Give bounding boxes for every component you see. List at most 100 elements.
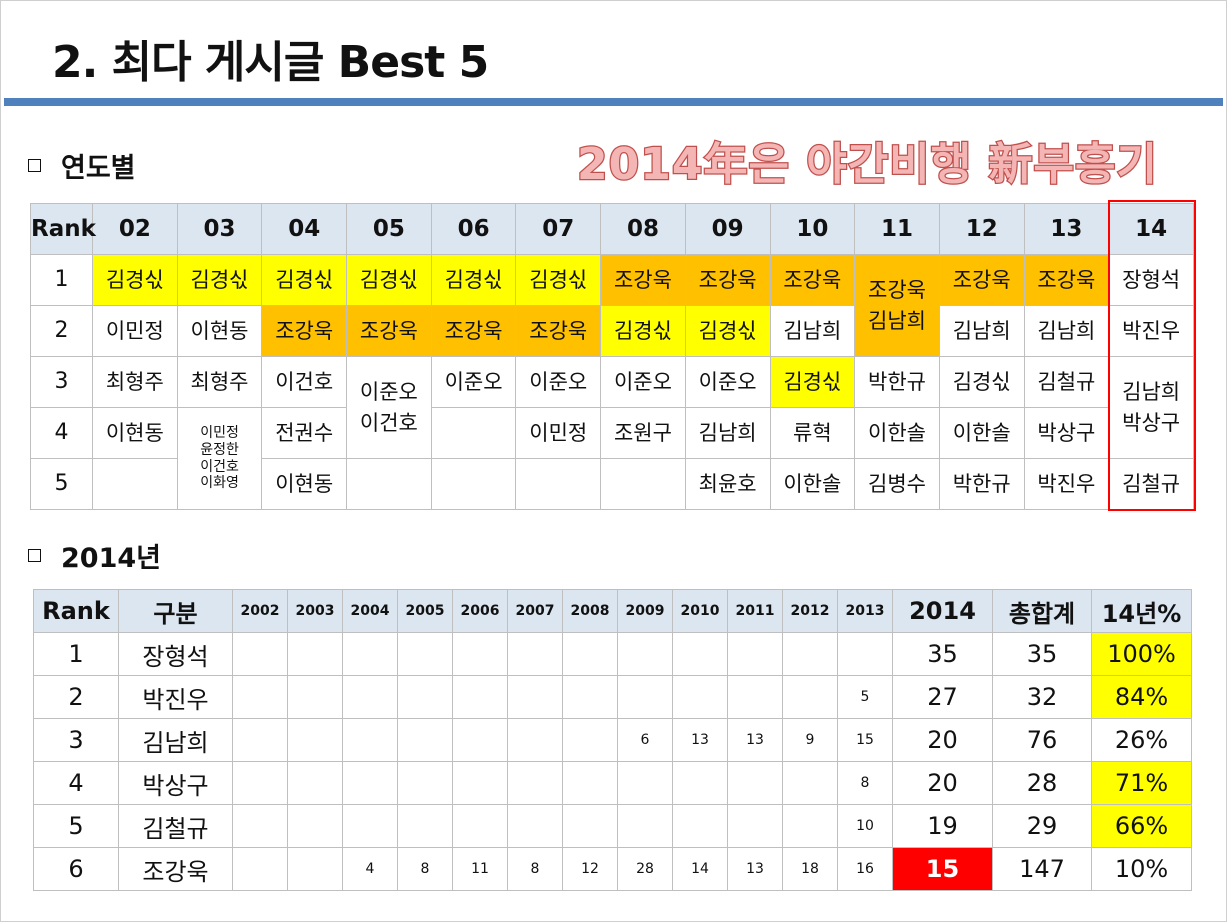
year-count-cell [397,718,453,762]
rank-cell: 1 [30,254,93,306]
year-count-cell [507,718,563,762]
table-row: 4 이현동 이민정 윤정한 이건호 이화영 전권수 이민정 조원구 김남희 류혁 이한솔 이한솔 박… [30,407,1194,510]
name-cell: 류혁 [769,407,856,459]
year-count-cell [507,804,563,848]
year-count-cell [342,804,398,848]
year-count-cell [562,632,618,676]
table-row: 3 최형주 최형주 이건호 이준오 이건호 이준오 이준오 이준오 이준오 김경싟 박한규 김경싟 김철… [30,356,1194,459]
name-cell: 김경싟 [346,254,432,306]
year-count-cell [672,761,728,805]
page-title: 2. 최다 게시글 Best 5 [52,37,489,88]
year-count-cell: 8 [837,761,893,805]
header-cell: Rank [30,203,96,255]
year-count-cell [452,632,508,676]
year-count-cell [507,761,563,805]
name-cell: 이준오 [515,356,602,408]
year-count-cell [672,632,728,676]
year-count-cell [617,632,673,676]
name-cell: 이준오 [430,356,517,408]
year-count-cell [782,675,838,719]
year-count-cell: 6 [617,718,673,762]
count-2014-cell: 35 [892,632,993,676]
name-cell: 김남희 [118,718,233,762]
name-cell: 조강욱 [600,254,686,306]
name-cell: 김경싟 [176,254,263,306]
year-count-cell [397,632,453,676]
ranking-2014-table: Rank 구분 2002 2003 2004 2005 2006 2007 2008 2009 20… [33,589,1192,891]
header-cell: 2011 [727,589,783,633]
year-count-cell [562,718,618,762]
header-cell: 2003 [287,589,343,633]
header-cell: 2012 [782,589,838,633]
name-cell: 김철규 [1023,356,1110,408]
count-2014-cell: 15 [892,847,993,891]
name-cell: 김남희 [769,305,856,357]
name-cell [430,407,517,459]
square-bullet-icon [28,159,41,172]
year-count-cell [617,675,673,719]
name-cell: 전권수 [261,407,348,459]
name-cell: 조강욱 김남희 [854,254,940,357]
name-cell: 김남희 박상구 [1108,356,1194,459]
year-count-cell [452,804,508,848]
name-cell: 김경싟 [684,305,771,357]
rank-cell: 4 [30,407,93,459]
yearly-ranking-table: Rank 02 03 04 05 06 07 08 09 10 11 12 13 14 1 김경싟 김경싟 김경… [30,203,1194,510]
table-row: 1 김경싟 김경싟 김경싟 김경싟 김경싟 김경싟 조강욱 조강욱 조강욱 조강욱 김남희 조강욱 조강… [30,254,1194,357]
table-row: 5 김철규 10 19 29 66% [33,804,1192,848]
rank-cell: 2 [30,305,93,357]
year-count-cell [287,718,343,762]
name-cell: 조강욱 [515,305,602,357]
name-cell: 이준오 [684,356,771,408]
year-count-cell [232,847,288,891]
name-cell: 이현동 [176,305,263,357]
year-count-cell [672,804,728,848]
header-cell: 2009 [617,589,673,633]
year-count-cell [727,804,783,848]
year-count-cell: 4 [342,847,398,891]
total-cell: 32 [992,675,1092,719]
name-cell: 조강욱 [1023,254,1110,306]
year-count-cell [397,675,453,719]
name-cell: 박한규 [854,356,940,408]
year-count-cell: 14 [672,847,728,891]
year-count-cell [782,761,838,805]
header-cell: 14 [1108,203,1194,255]
year-count-cell [507,675,563,719]
name-cell: 이현동 [92,407,178,459]
name-cell: 조강욱 [261,305,348,357]
year-count-cell: 8 [507,847,563,891]
year-count-cell: 28 [617,847,673,891]
name-cell [515,458,602,510]
square-bullet-icon [28,549,41,562]
name-cell: 김경싟 [769,356,856,408]
header-cell: 11 [854,203,940,255]
name-cell: 이건호 [261,356,348,408]
name-cell: 김병수 [854,458,940,510]
name-cell: 이한솔 [854,407,940,459]
name-cell [92,458,178,510]
total-cell: 28 [992,761,1092,805]
name-cell: 김경싟 [515,254,602,306]
rank-cell: 5 [30,458,93,510]
name-cell: 이민정 윤정한 이건호 이화영 [176,407,263,510]
table-row: 2 박진우 5 27 32 84% [33,675,1192,719]
name-cell: 이한솔 [769,458,856,510]
header-cell: 2008 [562,589,618,633]
header-cell: 14년% [1091,589,1192,633]
name-cell: 김철규 [1108,458,1194,510]
name-cell: 박한규 [938,458,1025,510]
year-count-cell: 5 [837,675,893,719]
pct-2014-cell: 100% [1091,632,1192,676]
rank-cell: 2 [33,675,119,719]
header-cell: 2005 [397,589,453,633]
header-cell: 구분 [118,589,233,633]
total-cell: 35 [992,632,1092,676]
name-cell [600,458,686,510]
year-count-cell: 13 [727,847,783,891]
year-count-cell: 13 [672,718,728,762]
total-cell: 29 [992,804,1092,848]
name-cell: 최윤호 [684,458,771,510]
header-cell: 08 [600,203,686,255]
header-cell: 2002 [232,589,288,633]
